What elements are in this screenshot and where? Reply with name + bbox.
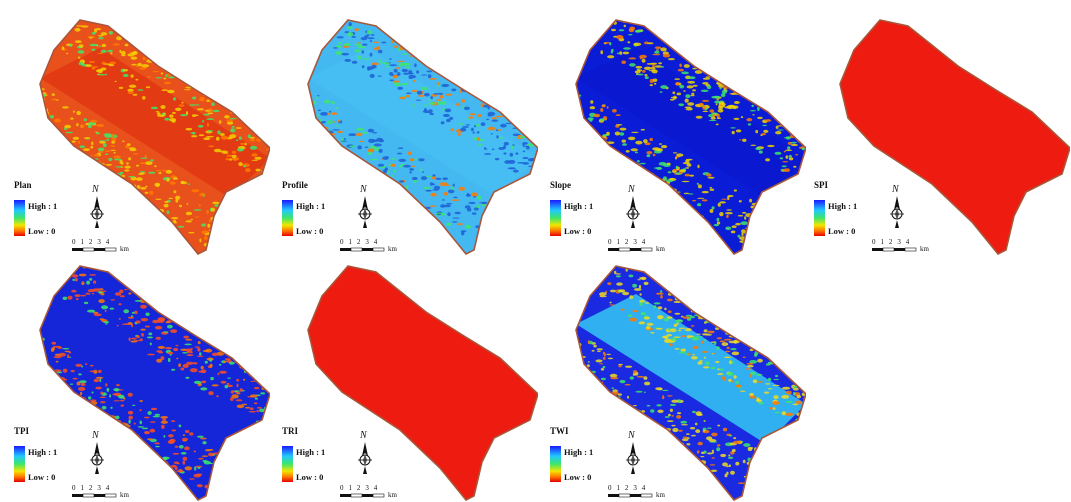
map-title: TWI (550, 426, 569, 436)
scale-ticks: 0 1 2 3 4 (340, 238, 379, 246)
map-title: TRI (282, 426, 298, 436)
map-title: SPI (814, 180, 828, 190)
legend-low-label: Low : 0 (296, 226, 323, 236)
legend-low-label: Low : 0 (828, 226, 855, 236)
legend-low-label: Low : 0 (564, 472, 591, 482)
color-ramp (282, 200, 293, 236)
map-title: Profile (282, 180, 308, 190)
map-panel-tpi: TPI High : 1 Low : 0 N 0 1 2 3 4 km (0, 254, 270, 502)
scale-ticks: 0 1 2 3 4 (608, 484, 647, 492)
color-ramp (814, 200, 825, 236)
map-title: Slope (550, 180, 571, 190)
scale-unit: km (656, 245, 665, 253)
north-arrow-icon: N (86, 184, 108, 234)
scale-unit: km (920, 245, 929, 253)
north-arrow-icon: N (354, 430, 376, 480)
north-arrow-icon: N (354, 184, 376, 234)
scale-unit: km (388, 491, 397, 499)
legend-low-label: Low : 0 (564, 226, 591, 236)
legend-low-label: Low : 0 (296, 472, 323, 482)
scale-unit: km (120, 491, 129, 499)
legend-high-label: High : 1 (564, 447, 593, 457)
legend-high-label: High : 1 (28, 201, 57, 211)
legend-low-label: Low : 0 (28, 226, 55, 236)
legend-high-label: High : 1 (564, 201, 593, 211)
scale-ticks: 0 1 2 3 4 (608, 238, 647, 246)
north-arrow-icon: N (86, 430, 108, 480)
legend-low-label: Low : 0 (28, 472, 55, 482)
scale-bar: 0 1 2 3 4 km (72, 484, 142, 502)
map-panel-profile: Profile High : 1 Low : 0 N 0 1 2 3 4 km (268, 8, 538, 256)
scale-ticks: 0 1 2 3 4 (872, 238, 911, 246)
scale-ticks: 0 1 2 3 4 (72, 484, 111, 492)
map-panel-twi: TWI High : 1 Low : 0 N 0 1 2 3 4 km (536, 254, 806, 502)
scale-unit: km (656, 491, 665, 499)
map-panel-tri: TRI High : 1 Low : 0 N 0 1 2 3 4 km (268, 254, 538, 502)
legend-high-label: High : 1 (296, 447, 325, 457)
map-panel-plan: Plan High : 1 Low : 0 N 0 1 2 3 4 km (0, 8, 270, 256)
scale-bar: 0 1 2 3 4 km (340, 484, 410, 502)
color-ramp (550, 446, 561, 482)
color-ramp (282, 446, 293, 482)
map-panel-spi: SPI High : 1 Low : 0 N 0 1 2 3 4 km (800, 8, 1070, 256)
legend-high-label: High : 1 (828, 201, 857, 211)
scale-unit: km (120, 245, 129, 253)
north-arrow-icon: N (886, 184, 908, 234)
scale-bar: 0 1 2 3 4 km (872, 238, 942, 256)
north-arrow-icon: N (622, 184, 644, 234)
color-ramp (550, 200, 561, 236)
scale-ticks: 0 1 2 3 4 (340, 484, 379, 492)
map-title: TPI (14, 426, 29, 436)
scale-bar: 0 1 2 3 4 km (608, 484, 678, 502)
map-title: Plan (14, 180, 32, 190)
legend-high-label: High : 1 (28, 447, 57, 457)
legend-high-label: High : 1 (296, 201, 325, 211)
map-panel-slope: Slope High : 1 Low : 0 N 0 1 2 3 4 km (536, 8, 806, 256)
north-arrow-icon: N (622, 430, 644, 480)
scale-unit: km (388, 245, 397, 253)
color-ramp (14, 200, 25, 236)
scale-ticks: 0 1 2 3 4 (72, 238, 111, 246)
color-ramp (14, 446, 25, 482)
